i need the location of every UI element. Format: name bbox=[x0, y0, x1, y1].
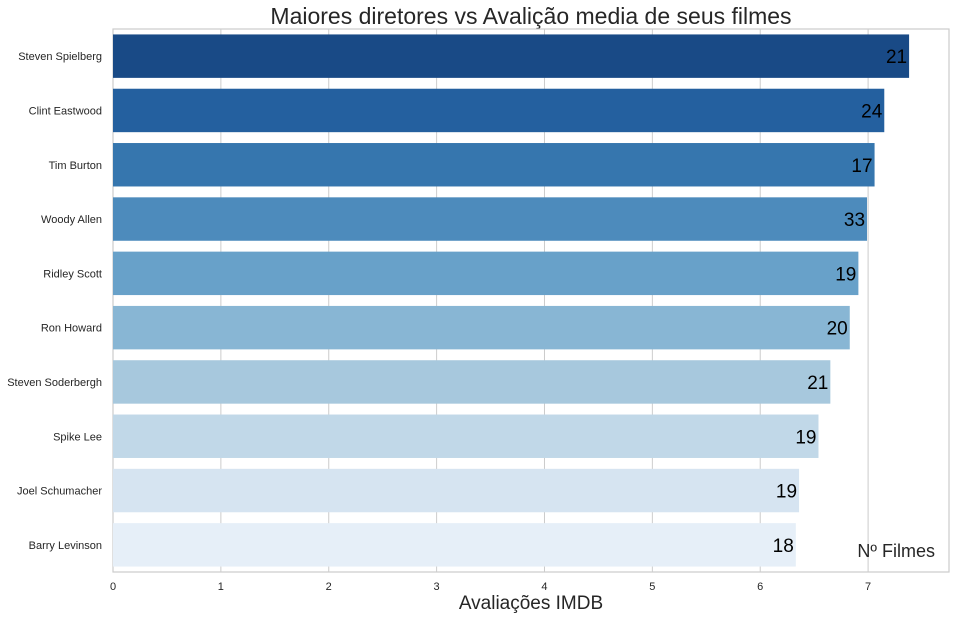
bar bbox=[113, 197, 868, 241]
data-label: 18 bbox=[773, 536, 794, 557]
x-tick-label: 0 bbox=[110, 581, 116, 593]
data-label: 24 bbox=[861, 101, 883, 122]
data-label: 33 bbox=[844, 210, 865, 231]
y-tick-label: Tim Burton bbox=[49, 160, 102, 172]
x-tick-label: 2 bbox=[326, 581, 332, 593]
bar bbox=[113, 305, 850, 350]
data-label: 19 bbox=[776, 482, 797, 503]
x-tick-label: 3 bbox=[434, 581, 440, 593]
bar bbox=[113, 414, 819, 458]
x-tick-label: 6 bbox=[757, 581, 763, 593]
bar bbox=[113, 468, 800, 513]
chart-title: Maiores diretores vs Avalição media de s… bbox=[270, 3, 792, 29]
x-axis-label: Avaliações IMDB bbox=[458, 593, 604, 614]
bar bbox=[113, 88, 885, 133]
data-label: 17 bbox=[851, 156, 872, 177]
plot-frame bbox=[112, 28, 950, 573]
count-annotation: Nº Filmes bbox=[857, 541, 935, 561]
bar bbox=[113, 251, 859, 296]
data-label: 19 bbox=[835, 264, 856, 285]
data-label: 19 bbox=[795, 427, 816, 448]
data-label: 21 bbox=[807, 373, 828, 394]
data-label: 20 bbox=[827, 319, 848, 340]
y-tick-label: Steven Spielberg bbox=[18, 51, 102, 63]
y-tick-label: Ridley Scott bbox=[43, 268, 102, 280]
x-tick-label: 4 bbox=[541, 581, 547, 593]
y-tick-label: Joel Schumacher bbox=[17, 486, 102, 498]
y-tick-label: Barry Levinson bbox=[29, 540, 102, 552]
bar bbox=[113, 523, 796, 567]
y-tick-label: Clint Eastwood bbox=[29, 105, 102, 117]
data-label: 21 bbox=[886, 47, 907, 68]
x-tick-label: 1 bbox=[218, 581, 224, 593]
bar bbox=[113, 34, 910, 78]
y-tick-label: Woody Allen bbox=[41, 214, 102, 226]
bar bbox=[113, 360, 831, 404]
x-tick-label: 7 bbox=[865, 581, 871, 593]
x-tick-label: 5 bbox=[649, 581, 655, 593]
bar bbox=[113, 143, 875, 187]
y-tick-label: Ron Howard bbox=[41, 323, 102, 335]
y-tick-label: Spike Lee bbox=[53, 431, 102, 443]
y-tick-label: Steven Soderbergh bbox=[7, 377, 102, 389]
